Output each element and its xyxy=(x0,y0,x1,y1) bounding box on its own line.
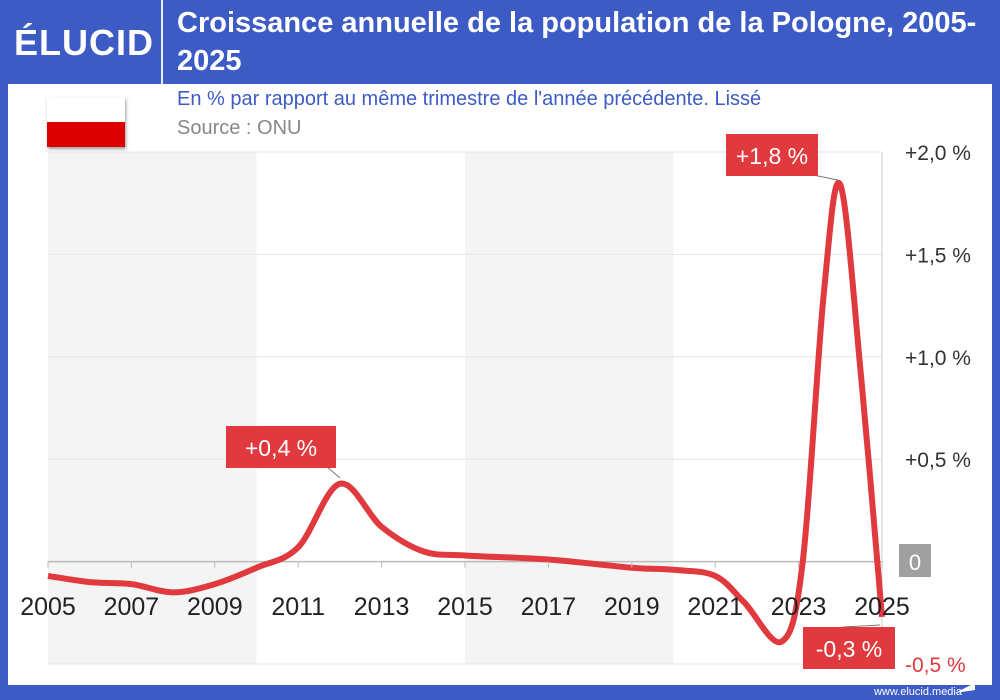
logo-mark-icon xyxy=(955,683,975,693)
poland-flag-icon xyxy=(47,97,125,147)
zero-badge xyxy=(899,544,931,577)
shaded-band xyxy=(465,152,674,664)
annotation-box xyxy=(803,627,895,669)
x-tick-label: 2011 xyxy=(271,593,325,621)
y-tick-label: +2,0 % xyxy=(905,142,971,165)
divider xyxy=(161,0,163,84)
x-tick-label: 2025 xyxy=(854,593,910,621)
x-tick-label: 2005 xyxy=(20,593,76,621)
logo: ÉLUCID xyxy=(14,22,154,63)
y-tick-label: +0,5 % xyxy=(905,449,971,472)
series-line xyxy=(47,179,885,646)
annotation-label: +0,4 % xyxy=(245,435,317,461)
subtitle: En % par rapport au même trimestre de l'… xyxy=(177,88,762,110)
annotation-label: -0,3 % xyxy=(816,636,882,662)
annotation-label: +1,8 % xyxy=(736,143,808,169)
y-tick-label: -0,5 % xyxy=(905,654,966,677)
x-tick-label: 2009 xyxy=(187,593,243,621)
x-tick-label: 2019 xyxy=(604,593,660,621)
annotation-box xyxy=(226,426,336,468)
source: Source : ONU xyxy=(177,117,302,139)
chart-title: Croissance annuelle de la population de … xyxy=(177,7,977,77)
y-tick-label: +1,0 % xyxy=(905,347,971,370)
x-tick-label: 2007 xyxy=(104,593,160,621)
x-tick-label: 2023 xyxy=(771,593,827,621)
footer-url[interactable]: www.elucid.media xyxy=(873,686,962,698)
annotation-box xyxy=(726,134,818,176)
x-tick-label: 2015 xyxy=(437,593,493,621)
x-tick-label: 2017 xyxy=(521,593,577,621)
y-tick-label: +1,5 % xyxy=(905,244,971,267)
annotation-leader xyxy=(842,624,881,628)
x-tick-label: 2013 xyxy=(354,593,410,621)
y-tick-label: 0 xyxy=(909,550,921,575)
x-tick-label: 2021 xyxy=(687,593,743,621)
header: ÉLUCID Croissance annuelle de la populat… xyxy=(0,0,1000,84)
